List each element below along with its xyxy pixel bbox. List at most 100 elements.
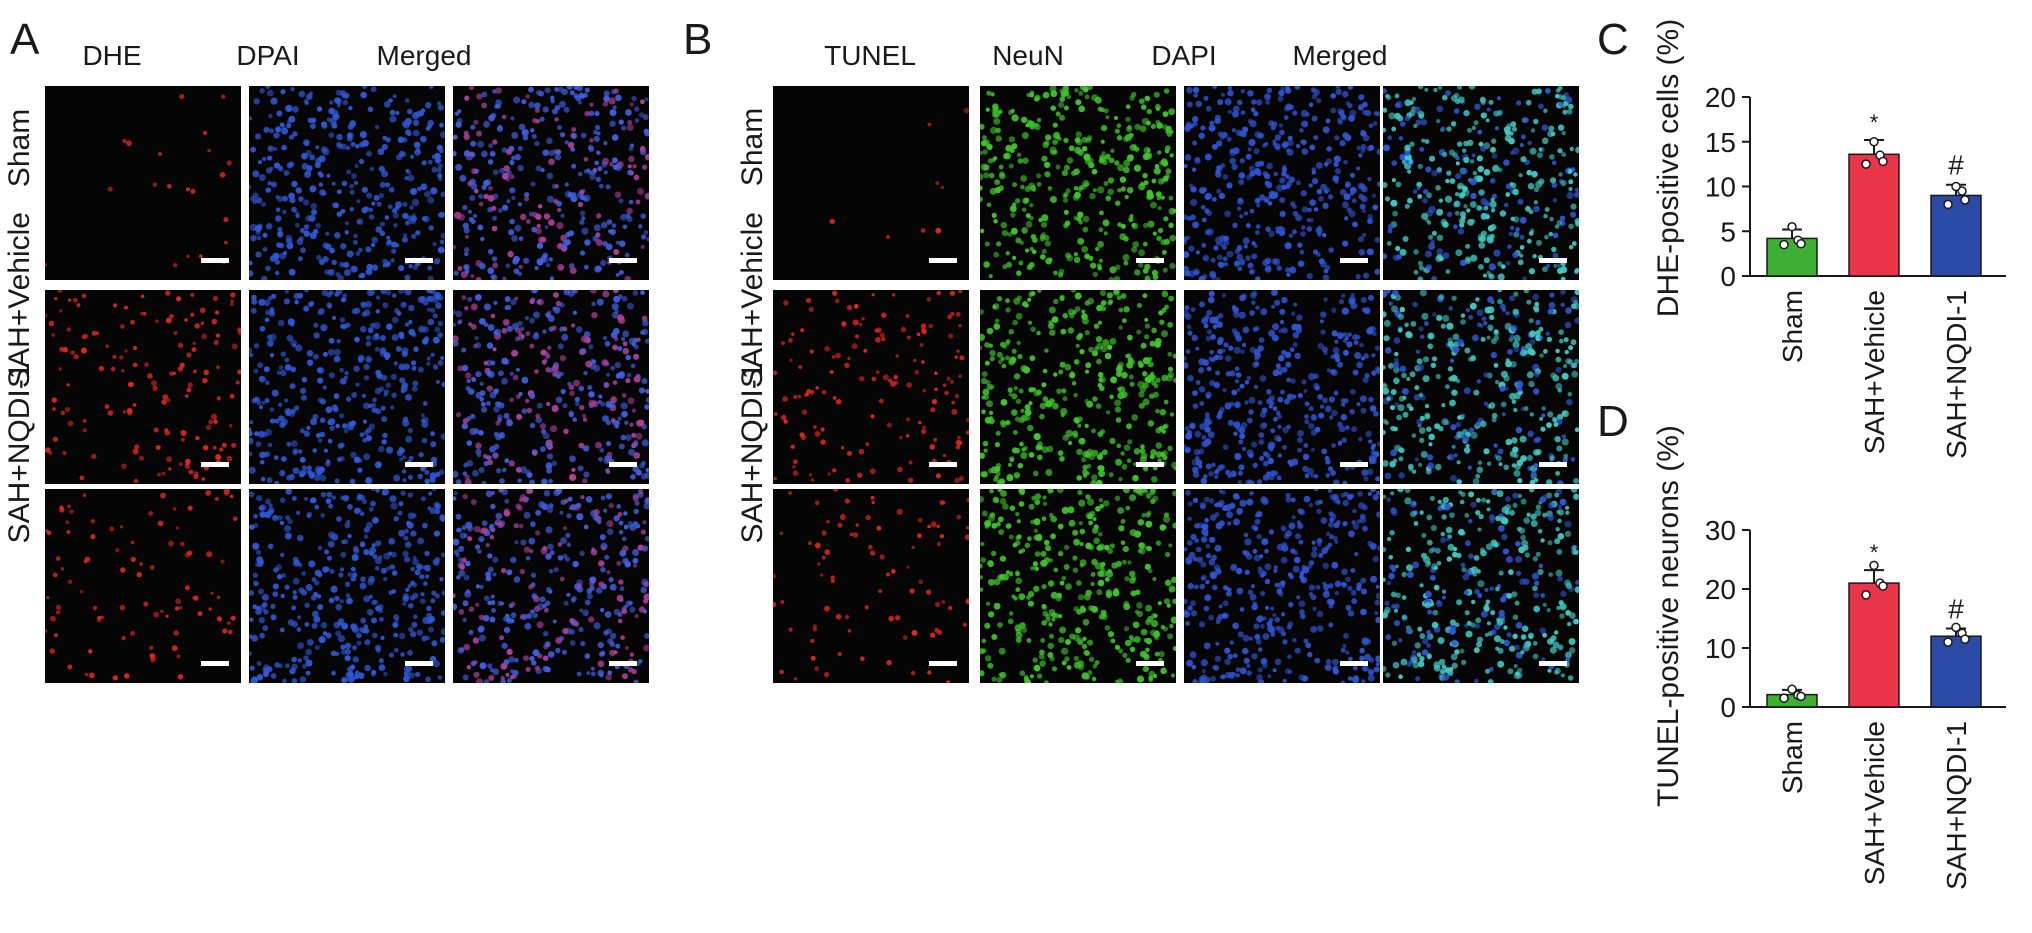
micrograph-b-mergedb-row1 <box>1383 86 1579 280</box>
chart-c-ytick-label: 5 <box>1720 216 1736 247</box>
micrograph-b-mergedb-row2 <box>1383 290 1579 484</box>
chart-d-category-label: SAH+Vehicle <box>1859 721 1890 885</box>
scale-bar <box>1340 258 1368 263</box>
chart-d-data-point <box>1878 581 1888 591</box>
chart-d-data-point <box>1779 693 1789 703</box>
micrograph-a-mergeda-row1 <box>453 86 649 280</box>
micrograph-b-neun-row1 <box>980 86 1176 280</box>
scale-bar <box>405 661 433 666</box>
scale-bar <box>201 661 229 666</box>
scale-bar <box>609 462 637 467</box>
scale-bar <box>1340 661 1368 666</box>
panel-c-letter: C <box>1597 15 1629 64</box>
scale-bar <box>929 258 957 263</box>
micrograph-b-dapi-row1 <box>1184 86 1380 280</box>
chart-d-data-point <box>1861 590 1871 600</box>
chart-d-data-point <box>1869 560 1879 571</box>
micrograph-a-dhe-row3 <box>45 489 241 683</box>
chart-c-significance-mark: # <box>1948 150 1964 181</box>
chart-d-significance-mark: * <box>1870 540 1879 565</box>
chart-d-y-label: TUNEL-positive neurons (%) <box>1652 425 1685 807</box>
panel-b-letter: B <box>683 15 713 64</box>
chart-c-data-point <box>1960 195 1970 205</box>
chart-c-bar <box>1848 153 1900 277</box>
chart-c-ytick-label: 15 <box>1705 127 1736 158</box>
micrograph-a-dhe-row1 <box>45 86 241 280</box>
chart-c-bar <box>1766 237 1818 277</box>
panel-b-col-tunel: TUNEL <box>824 40 916 71</box>
panel-a-col-dpai: DPAI <box>236 40 300 71</box>
micrograph-b-tunel-row2 <box>773 290 969 484</box>
scale-bar <box>201 462 229 467</box>
chart-c-category-label: SAH+NQDI-1 <box>1941 290 1972 459</box>
chart-c-significance-mark: * <box>1870 110 1879 135</box>
scale-bar <box>405 258 433 263</box>
chart-c-y-label: DHE-positive cells (%) <box>1652 19 1685 317</box>
chart-c-data-point <box>1861 159 1871 169</box>
scale-bar <box>1539 661 1567 666</box>
chart-c-bar <box>1930 194 1982 277</box>
chart-d-data-point <box>1787 684 1797 695</box>
chart-d-ytick-label: 30 <box>1705 515 1736 546</box>
scale-bar <box>1340 462 1368 467</box>
chart-c-ytick-label: 20 <box>1705 82 1736 113</box>
chart-d-data-point <box>1960 634 1970 644</box>
chart-c-ytick-label: 10 <box>1705 172 1736 203</box>
panel-a-letter: A <box>10 15 40 64</box>
chart-d-ytick-label: 10 <box>1705 633 1736 664</box>
micrograph-b-tunel-row3 <box>773 489 969 683</box>
chart-d-ytick-label: 0 <box>1720 692 1736 723</box>
panel-a-col-merged: Merged <box>376 40 472 71</box>
chart-c-ytick-label: 0 <box>1720 261 1736 292</box>
micrograph-a-dpai-row2 <box>249 290 445 484</box>
chart-c-category-label: SAH+Vehicle <box>1859 290 1890 454</box>
chart-d-bar <box>1848 582 1900 708</box>
scale-bar <box>609 258 637 263</box>
panel-b-col-merged: Merged <box>1292 40 1388 71</box>
scale-bar <box>1136 462 1164 467</box>
chart-d-significance-mark: # <box>1948 594 1964 625</box>
scale-bar <box>609 661 637 666</box>
chart-d-bar <box>1766 693 1818 708</box>
scale-bar <box>1539 462 1567 467</box>
chart-c-category-label: Sham <box>1777 290 1808 363</box>
panel-b-col-neun: NeuN <box>992 40 1064 71</box>
scale-bar <box>1136 661 1164 666</box>
scale-bar <box>201 258 229 263</box>
chart-d-data-point <box>1796 691 1806 702</box>
chart-c-data-point <box>1943 199 1953 210</box>
micrograph-b-dapi-row2 <box>1184 290 1380 484</box>
chart-c-data-point <box>1787 222 1797 232</box>
chart-c-data-point <box>1869 137 1879 147</box>
chart-d-category-label: Sham <box>1777 721 1808 794</box>
micrograph-b-mergedb-row3 <box>1383 489 1579 683</box>
micrograph-a-mergeda-row2 <box>453 290 649 484</box>
micrograph-a-dhe-row2 <box>45 290 241 484</box>
scale-bar <box>405 462 433 467</box>
scale-bar <box>1136 258 1164 263</box>
micrograph-b-tunel-row1 <box>773 86 969 280</box>
micrograph-a-dpai-row1 <box>249 86 445 280</box>
chart-d-bar <box>1930 635 1982 708</box>
micrograph-b-neun-row3 <box>980 489 1176 683</box>
micrograph-b-dapi-row3 <box>1184 489 1380 683</box>
panel-a-col-dhe: DHE <box>82 40 142 71</box>
chart-c-data-point <box>1796 239 1806 249</box>
scale-bar <box>929 661 957 666</box>
chart-d-data-point <box>1943 637 1953 647</box>
panel-b-col-dapi: DAPI <box>1151 40 1217 71</box>
scale-bar <box>1539 258 1567 263</box>
chart-c-data-point <box>1951 181 1961 192</box>
chart-c-data-point <box>1878 156 1888 167</box>
chart-d-ytick-label: 20 <box>1705 574 1736 605</box>
chart-d-data-point <box>1951 622 1961 633</box>
micrograph-a-dpai-row3 <box>249 489 445 683</box>
panel-d-letter: D <box>1597 397 1629 446</box>
scale-bar <box>929 462 957 467</box>
chart-d-category-label: SAH+NQDI-1 <box>1941 721 1972 890</box>
chart-c-data-point <box>1779 239 1789 250</box>
micrograph-b-neun-row2 <box>980 290 1176 484</box>
micrograph-a-mergeda-row3 <box>453 489 649 683</box>
